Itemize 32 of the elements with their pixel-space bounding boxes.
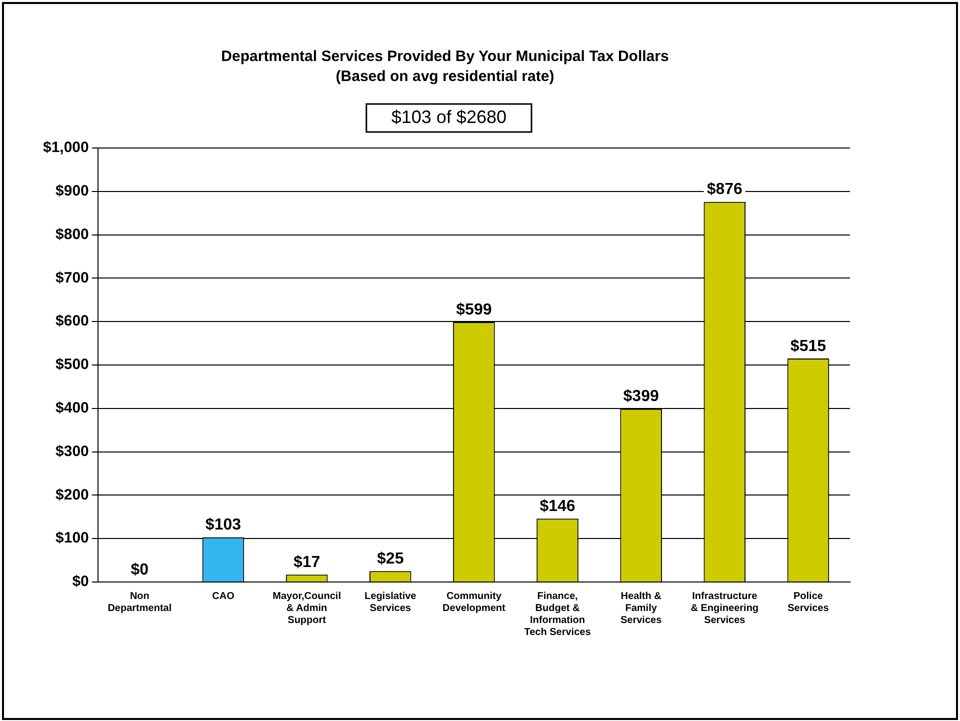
- y-tick-label: $0: [72, 573, 89, 590]
- x-tick-label: Health & Family Services: [620, 590, 662, 626]
- y-tick-label: $100: [56, 530, 89, 547]
- text: $103 of $2680: [391, 106, 506, 127]
- data-label: $0: [130, 561, 149, 578]
- data-label: $17: [293, 554, 320, 572]
- x-tick-label: Legislative Services: [364, 590, 417, 614]
- x-tick-label: Non Departmental: [108, 590, 172, 614]
- data-label: $399: [623, 388, 659, 406]
- y-tick-label: $1,000: [42, 139, 89, 156]
- x-tick-label: Infrastructure & Engineering Services: [690, 590, 759, 626]
- x-tick-label: Police Services: [788, 590, 830, 614]
- y-tick-label: $900: [56, 182, 89, 200]
- x-tick-label: Finance, Budget & Information Tech Services: [524, 590, 592, 638]
- data-label: $599: [456, 301, 492, 318]
- x-tick-label: Mayor,Council & Admin Support: [272, 590, 342, 626]
- chart-subtitle: (Based on avg residential rate): [336, 68, 554, 86]
- y-tick-label: $400: [56, 400, 89, 417]
- data-label: $25: [377, 550, 404, 568]
- y-tick-label: $800: [56, 226, 89, 243]
- data-label: $515: [790, 338, 826, 355]
- data-label: $876: [706, 181, 743, 198]
- y-tick-label: $700: [56, 269, 89, 286]
- y-tick-label: $500: [56, 356, 89, 374]
- x-tick-label: Community Development: [442, 590, 506, 614]
- x-tick-label: CAO: [212, 590, 235, 602]
- data-label: $103: [205, 516, 242, 534]
- y-tick-label: $600: [56, 312, 89, 330]
- y-tick-label: $200: [56, 486, 89, 504]
- data-label: $146: [540, 498, 576, 516]
- chart-title: Departmental Services Provided By Your Municipal Tax Dollars: [221, 48, 669, 66]
- y-tick-label: $300: [56, 442, 89, 460]
